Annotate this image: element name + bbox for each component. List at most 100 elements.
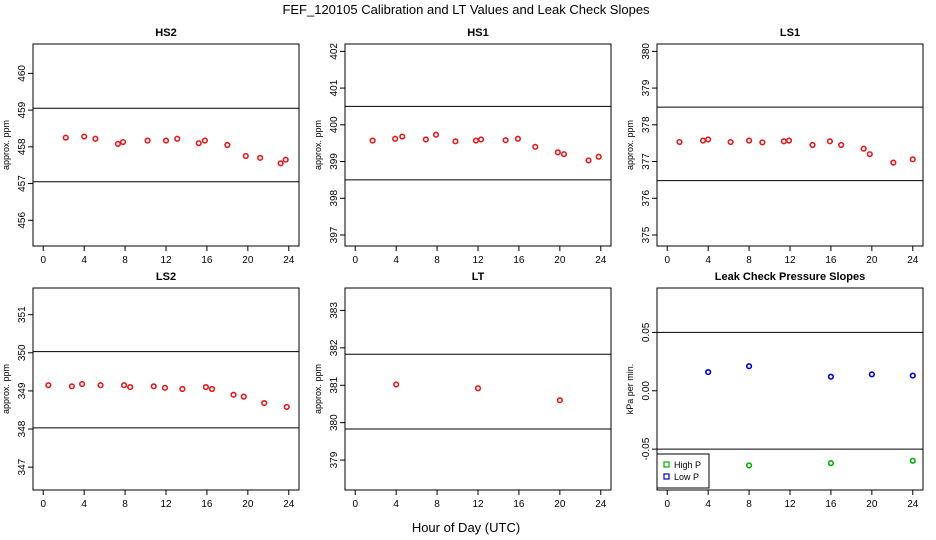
legend-box (656, 453, 710, 489)
panel-6-title: Leak Check Pressure Slopes (715, 271, 865, 283)
panel-2-data-point (554, 149, 561, 156)
panel-4-y-tick-label: 350 (17, 344, 28, 361)
panel-5: LT approx. ppm 0 4 8 12 16 20 24 379 380 381 382 383 (313, 271, 612, 510)
panel-3-data-point (866, 151, 873, 158)
panel-1-data-point (62, 134, 69, 141)
panel-4-data-point (261, 400, 268, 407)
panel-1-x-tick-label: 8 (122, 255, 128, 266)
panel-2-data-point (477, 136, 485, 143)
panel-4-data-point (97, 382, 104, 389)
panel-6-legend: High P Low P (656, 453, 710, 489)
panel-1-x-tick-label: 12 (160, 255, 172, 266)
panel-1-data-point (277, 160, 284, 167)
panel-2-x-tick-label: 8 (434, 255, 440, 266)
panel-1-data-point (144, 137, 151, 144)
panel-2-y-tick-label: 399 (329, 153, 340, 170)
panel-4-x-tick-label: 24 (283, 499, 295, 510)
panel-2-x-tick-label: 4 (393, 255, 399, 266)
panel-1-y-tick-label: 457 (17, 175, 28, 192)
panel-2-data-point (585, 157, 592, 164)
panel-3-data-point (699, 137, 707, 144)
panel-1-data-point (81, 133, 88, 140)
panel-4-y-tick-label: 347 (17, 458, 28, 475)
panel-3-y-tick-label: 379 (641, 79, 652, 96)
panel-2-y-tick-label: 398 (329, 189, 340, 206)
panel-2-x-tick-label: 16 (513, 255, 525, 266)
panel-6-data-point (745, 363, 753, 370)
panel-6-y-tick-label: 0.05 (641, 322, 652, 342)
panel-1-data-point (282, 156, 289, 163)
panel-4-x-tick-label: 16 (201, 499, 213, 510)
panel-1-data-point (114, 140, 122, 147)
x-axis-title: Hour of Day (UTC) (412, 520, 520, 535)
panel-1-y-tick-label: 460 (17, 65, 28, 82)
panel-2-title: HS1 (467, 27, 488, 39)
panel-4-title: LS2 (156, 271, 176, 283)
panel-4: LS2 approx. ppm 0 4 8 12 16 20 24 347 348 349 350 351 (1, 271, 300, 510)
panel-6-y-axis-label: kPa per min. (625, 364, 635, 415)
panel-5-x-tick-label: 8 (434, 499, 440, 510)
panel-4-data-point (79, 380, 86, 388)
panel-1-data-point (119, 138, 127, 146)
panel-2-x-tick-label: 0 (352, 255, 358, 266)
panel-2-y-tick-label: 402 (329, 43, 340, 60)
panel-4-data-point (283, 403, 290, 411)
panel-1-data-point (174, 135, 181, 142)
panel-2-data-point (432, 131, 440, 138)
panel-5-title: LT (472, 271, 485, 283)
panel-4-data-point (150, 383, 157, 390)
panel-2-data-point (595, 153, 602, 160)
panel-1-data-point (242, 152, 249, 160)
panel-3-data-point (909, 156, 916, 163)
panel-1-y-tick-label: 456 (17, 212, 28, 229)
panel-6-x-tick-label: 0 (664, 499, 670, 510)
panel-5-frame (344, 287, 612, 491)
panel-2-data-point (532, 143, 539, 150)
panel-3-data-point (759, 139, 766, 146)
panel-6-data-point (827, 460, 835, 467)
legend-marker (663, 461, 670, 468)
panel-3-frame (656, 43, 924, 247)
panel-1-x-tick-label: 0 (40, 255, 46, 266)
panel-3-y-tick-label: 376 (641, 189, 652, 206)
panel-5-y-tick-label: 382 (329, 339, 340, 356)
panel-1-data-point (92, 135, 99, 142)
panel-3-title: LS1 (780, 27, 800, 39)
panel-2-data-point (422, 136, 429, 143)
panel-2: HS1 approx. ppm 0 4 8 12 16 20 24 397 398 399 400 401… (313, 27, 612, 266)
panel-3-x-tick-label: 24 (907, 255, 919, 266)
panel-6-data-point (827, 373, 835, 380)
panel-5-y-axis-label: approx. ppm (313, 364, 323, 414)
panel-1-data-point (162, 137, 170, 144)
panel-5-x-tick-label: 20 (554, 499, 566, 510)
legend-marker (663, 473, 670, 480)
panel-5-y-tick-label: 380 (329, 414, 340, 431)
panel-2-x-tick-label: 12 (472, 255, 484, 266)
panel-4-data-point (202, 383, 209, 391)
panel-3-data-point (838, 141, 845, 149)
panel-6-y-tick-label: 0.00 (641, 381, 652, 401)
panel-3-x-tick-label: 20 (866, 255, 878, 266)
panel-2-data-point (392, 135, 399, 142)
panels: HS2 approx. ppm 0 4 8 12 16 20 24 456 457 458 459 460… (1, 27, 924, 510)
panel-1-title: HS2 (155, 27, 176, 39)
panel-2-y-tick-label: 397 (329, 226, 340, 243)
panel-4-x-tick-label: 8 (122, 499, 128, 510)
panel-3-x-tick-label: 4 (705, 255, 711, 266)
panel-2-y-axis-label: approx. ppm (313, 120, 323, 170)
panel-3-y-axis-label: approx. ppm (625, 120, 635, 170)
panel-6-x-tick-label: 20 (866, 499, 878, 510)
panel-6-data-point (705, 368, 712, 376)
legend-label: High P (674, 460, 701, 470)
panel-3-data-point (727, 138, 734, 146)
panel-5-data-point (556, 397, 563, 404)
panel-3-data-point (809, 141, 816, 149)
panel-4-data-point (127, 383, 134, 391)
panel-4-y-axis-label: approx. ppm (1, 364, 11, 414)
panel-3-data-point (826, 138, 834, 145)
panel-4-data-point (45, 382, 52, 389)
panel-3-y-tick-label: 377 (641, 153, 652, 170)
panel-5-x-tick-label: 0 (352, 499, 358, 510)
panel-1-data-point (195, 140, 202, 147)
